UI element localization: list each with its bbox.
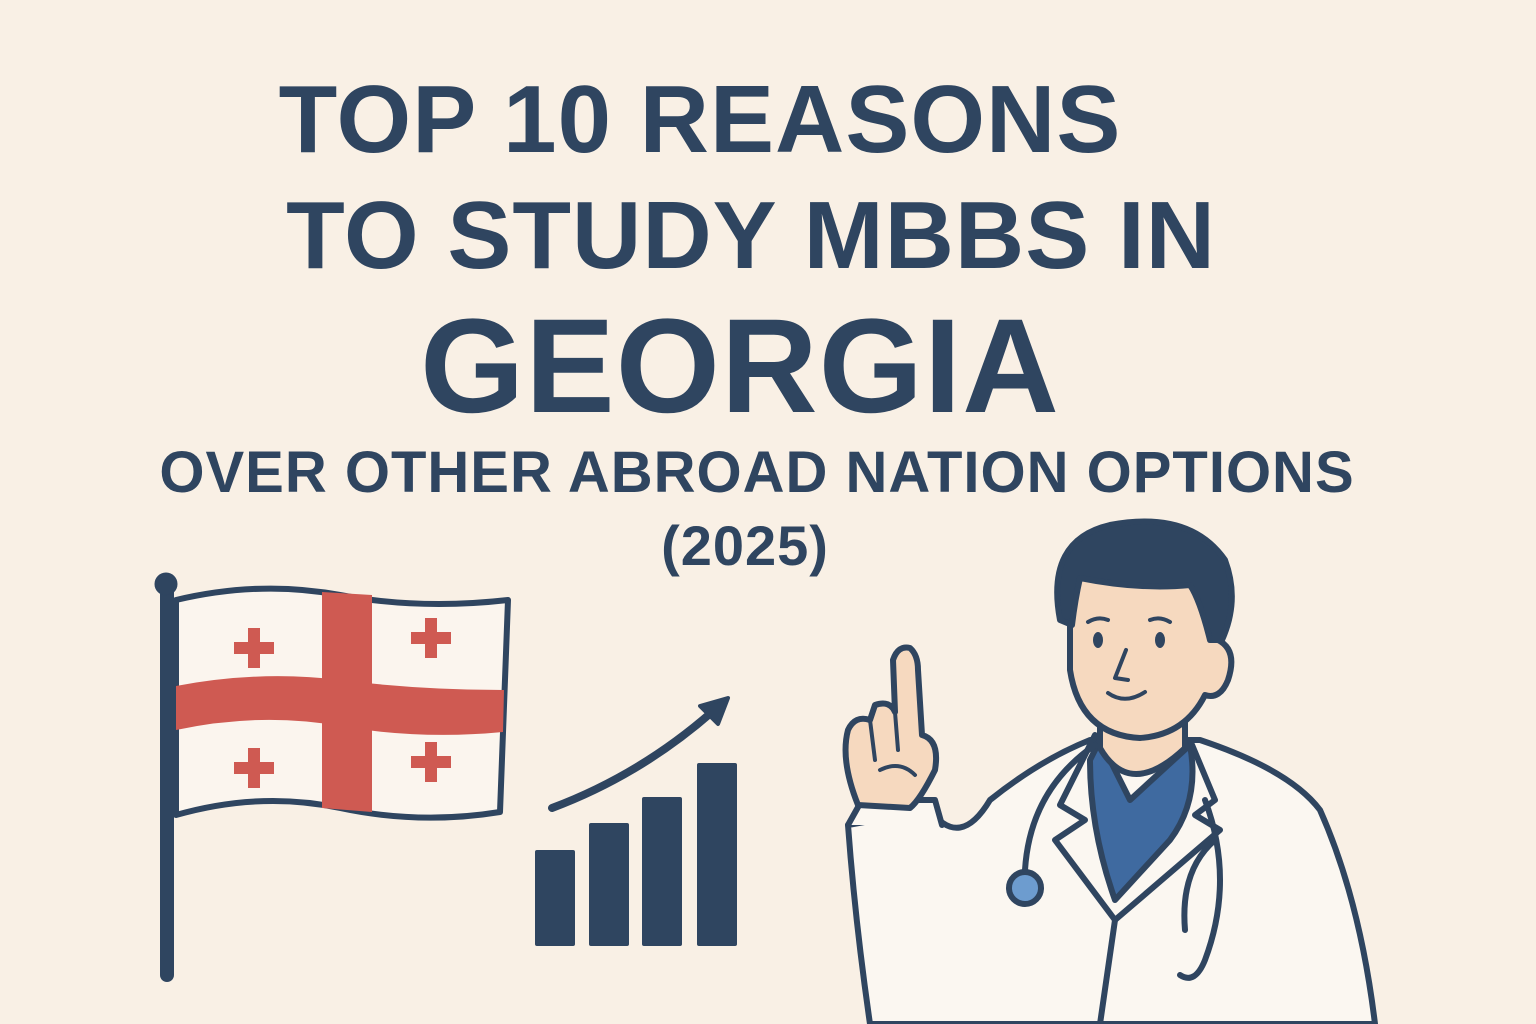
year: (2025) bbox=[661, 514, 829, 577]
title-country: GEORGIA bbox=[420, 292, 1060, 441]
subtitle: OVER OTHER ABROAD NATION OPTIONS bbox=[159, 440, 1355, 505]
georgia-flag-icon bbox=[154, 572, 511, 982]
doctor-icon bbox=[842, 518, 1378, 1024]
title-line-2: TO STUDY MBBS IN bbox=[286, 182, 1216, 289]
growth-chart-icon bbox=[535, 696, 737, 946]
title-line-1: TOP 10 REASONS bbox=[278, 66, 1122, 173]
